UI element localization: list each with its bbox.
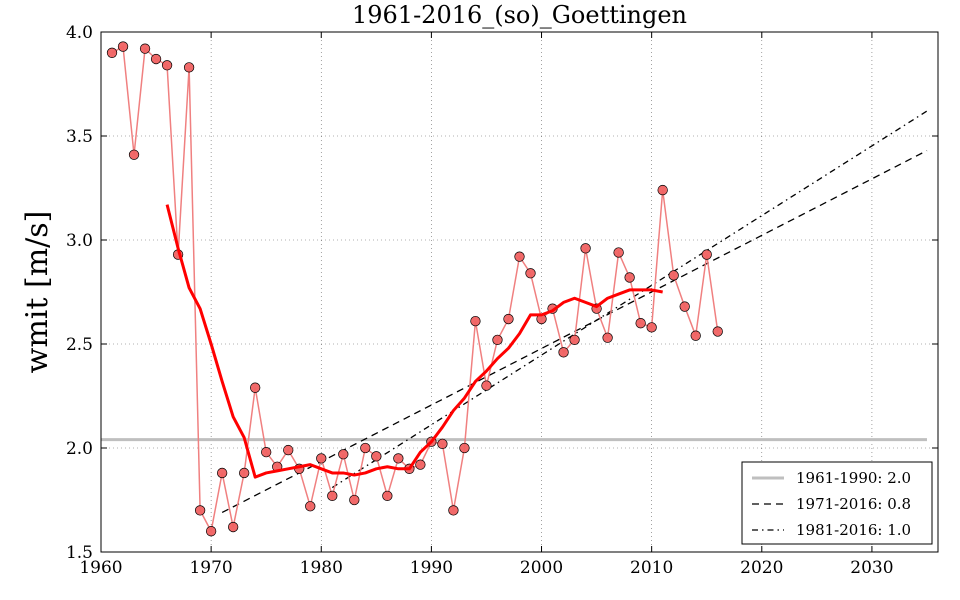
series-line-dashdot — [331, 110, 928, 489]
legend-label: 1961-1990: 2.0 — [796, 469, 911, 487]
observation-point — [205, 526, 217, 537]
observation-point — [679, 301, 690, 312]
x-tick-label: 1970 — [189, 558, 232, 578]
axis-ticks: 1960 1970 1980 1990 2000 2010 2020 2030 1.5 2.0 2.… — [66, 23, 938, 578]
observation-point — [558, 347, 569, 358]
observation-point — [316, 453, 327, 464]
plot-frame — [100, 31, 939, 553]
x-tick-label: 2010 — [630, 558, 673, 578]
x-tick-label: 2030 — [850, 558, 893, 578]
y-tick-label: 4.0 — [66, 23, 93, 43]
observation-point — [635, 318, 646, 329]
observation-point — [470, 315, 481, 327]
observation-line — [111, 45, 719, 534]
x-tick-label: 2020 — [740, 558, 783, 578]
observation-point — [712, 326, 723, 337]
observation-point — [150, 53, 162, 65]
observation-point — [668, 270, 679, 281]
y-tick-label: 2.5 — [66, 335, 93, 355]
observation-point — [382, 490, 393, 501]
observation-point — [128, 149, 140, 160]
observation-point — [646, 322, 657, 333]
observation-point — [327, 490, 338, 501]
observation-point — [514, 251, 525, 262]
legend-label: 1981-2016: 1.0 — [796, 521, 911, 539]
observation-point — [481, 380, 492, 391]
y-tick-label: 3.0 — [66, 231, 93, 251]
observation-point — [371, 451, 382, 462]
y-tick-label: 3.5 — [66, 127, 93, 147]
x-tick-label: 1960 — [79, 558, 122, 578]
observation-point — [437, 438, 448, 449]
observation-point — [283, 444, 294, 456]
observation-point — [613, 247, 624, 258]
series-line-dashed — [221, 149, 928, 514]
observation-point — [492, 334, 503, 345]
observation-point — [393, 453, 404, 464]
y-tick-label: 2.0 — [66, 439, 93, 459]
observation-point — [261, 447, 272, 458]
reference-series — [101, 110, 928, 514]
observation-point — [239, 467, 250, 479]
x-tick-label: 1980 — [300, 558, 343, 578]
observation-point — [602, 332, 613, 343]
observation-point — [161, 60, 173, 71]
observation-point — [228, 521, 239, 533]
observation-point — [503, 313, 514, 325]
observation-point — [117, 41, 129, 52]
observation-point — [459, 442, 470, 454]
observation-point — [305, 501, 316, 512]
legend-box — [741, 461, 933, 545]
observation-point — [338, 449, 349, 460]
smoothed-line — [165, 204, 663, 479]
chart-title: 1961-2016_(so)_Goettingen — [352, 1, 687, 29]
y-axis-label: wmit [m/s] — [20, 211, 55, 374]
x-tick-label: 2000 — [520, 558, 563, 578]
observation-point — [183, 62, 195, 73]
legend: 1961-1990: 2.0 1971-2016: 0.8 1981-2016: 1… — [741, 461, 933, 545]
observation-point — [448, 505, 459, 516]
legend-label: 1971-2016: 0.8 — [796, 495, 911, 513]
observation-series — [106, 41, 723, 537]
observation-point — [139, 43, 151, 54]
observation-point — [194, 505, 206, 516]
observation-point — [216, 467, 228, 479]
observation-point — [690, 330, 701, 341]
x-tick-label: 1990 — [410, 558, 453, 578]
observation-point — [525, 268, 536, 279]
smoothed-series — [165, 204, 663, 479]
observation-point — [415, 459, 426, 470]
observation-point — [250, 382, 261, 393]
observation-point — [580, 243, 591, 254]
observation-point — [657, 184, 668, 196]
observation-point — [701, 249, 712, 260]
observation-point — [349, 494, 360, 506]
observation-point — [360, 442, 371, 454]
y-tick-label: 1.5 — [66, 543, 93, 563]
observation-point — [624, 272, 635, 283]
observation-point — [106, 47, 118, 58]
observation-point — [569, 334, 580, 345]
